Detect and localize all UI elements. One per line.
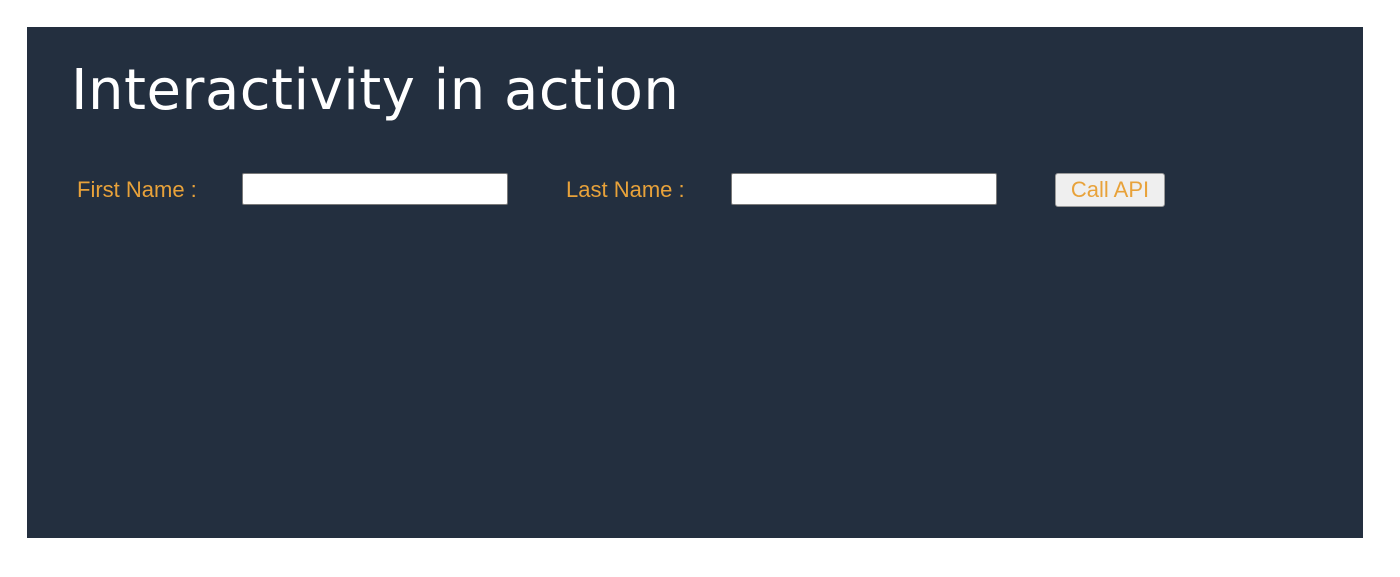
name-form: First Name : Last Name : Call API xyxy=(77,173,1277,207)
last-name-input[interactable] xyxy=(731,173,997,205)
call-api-button[interactable]: Call API xyxy=(1055,173,1165,207)
app-panel: Interactivity in action First Name : Las… xyxy=(27,27,1363,538)
last-name-label: Last Name : xyxy=(566,177,685,202)
page-title: Interactivity in action xyxy=(71,58,680,123)
first-name-label: First Name : xyxy=(77,177,197,202)
first-name-input[interactable] xyxy=(242,173,508,205)
